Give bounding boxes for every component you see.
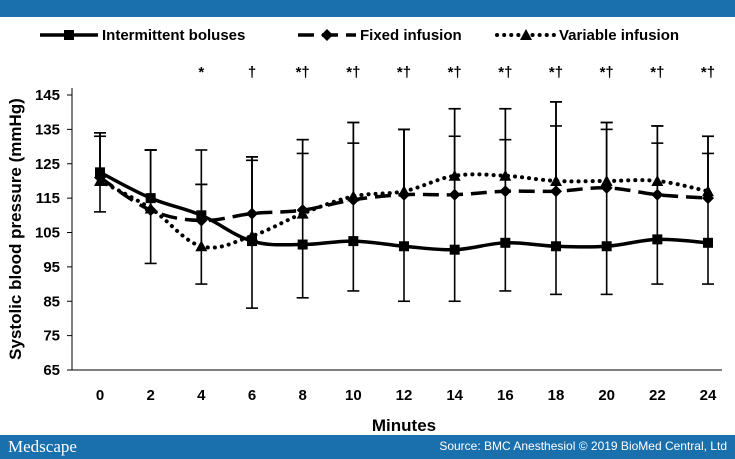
marker-triangle [702,185,714,197]
legend-label: Fixed infusion [360,27,462,44]
annotation-mark: *† [498,64,512,81]
x-tick-label: 12 [396,387,413,404]
significance-annotations: * † *† *† *† *† *† *† *† *† *† [198,64,715,81]
chart: Intermittent boluses Fixed infusion Variab… [6,27,722,435]
annotation-mark: *† [701,64,715,81]
marker-triangle [651,174,664,186]
y-tick-label: 135 [35,121,60,138]
x-tick-label: 24 [700,387,717,404]
x-axis-title: Minutes [372,416,436,435]
marker-square [399,241,409,252]
x-tick-label: 2 [146,387,154,404]
x-tick-label: 10 [345,387,362,404]
marker-triangle [347,190,360,202]
marker-diamond [321,29,333,41]
marker-triangle [94,174,106,186]
y-tick-label: 95 [43,259,60,276]
medscape-logo: Medscape [8,437,77,456]
marker-triangle [550,174,562,186]
legend-label: Intermittent boluses [102,27,245,44]
x-tick-label: 22 [649,387,666,404]
error-bars [94,101,714,309]
y-tick-label: 115 [36,190,60,207]
x-tick-label: 20 [598,387,615,404]
x-tick-label: 8 [298,387,306,404]
marker-diamond [651,188,664,201]
y-tick-label: 85 [43,293,60,310]
marker-triangle [600,174,613,186]
marker-square [449,244,460,255]
marker-square [652,234,663,245]
marker-triangle [246,229,258,241]
annotation-mark: *† [600,64,614,81]
marker-triangle [398,185,410,197]
marker-square [64,30,74,40]
marker-square [703,237,713,248]
y-tick-label: 65 [43,362,60,379]
marker-square [145,193,156,204]
legend: Intermittent boluses Fixed infusion Variab… [40,27,679,44]
marker-triangle [144,202,157,214]
marker-square [551,241,561,252]
marker-triangle [195,240,208,252]
x-tick-label: 6 [248,387,256,404]
annotation-mark: † [248,64,256,81]
annotation-mark: *† [448,64,462,81]
footer-bar: Medscape Source: BMC Anesthesiol © 2019 … [0,435,735,459]
y-tick-label: 125 [35,156,60,173]
x-tick-label: 18 [548,387,565,404]
series-markers [94,167,714,255]
y-tick-label: 75 [43,328,60,345]
y-tick-label: 105 [35,225,60,242]
marker-diamond [550,185,562,198]
annotation-mark: *† [650,64,664,81]
marker-diamond [448,188,461,201]
marker-square [348,236,359,247]
marker-square [297,239,308,250]
y-axis-title: Systolic blood pressure (mmHg) [6,98,25,360]
annotation-mark: *† [296,64,310,81]
x-tick-label: 14 [446,387,463,404]
marker-triangle [520,29,532,40]
marker-square [500,237,511,248]
x-tick-label: 0 [96,387,104,404]
x-tick-label: 16 [497,387,514,404]
marker-diamond [246,207,258,220]
marker-triangle [448,169,461,181]
marker-triangle [296,207,309,219]
annotation-mark: *† [397,64,411,81]
marker-square [601,241,612,252]
y-tick-label: 145 [35,87,60,104]
source-credit: Source: BMC Anesthesiol © 2019 BioMed Ce… [439,439,727,453]
marker-diamond [499,185,512,198]
annotation-mark: * [198,64,204,81]
marker-diamond [195,214,208,227]
annotation-mark: *† [346,64,360,81]
legend-label: Variable infusion [559,27,679,44]
annotation-mark: *† [549,64,563,81]
header-bar [0,0,735,17]
x-tick-label: 4 [197,387,206,404]
marker-triangle [499,169,512,181]
marker-square [247,236,257,247]
